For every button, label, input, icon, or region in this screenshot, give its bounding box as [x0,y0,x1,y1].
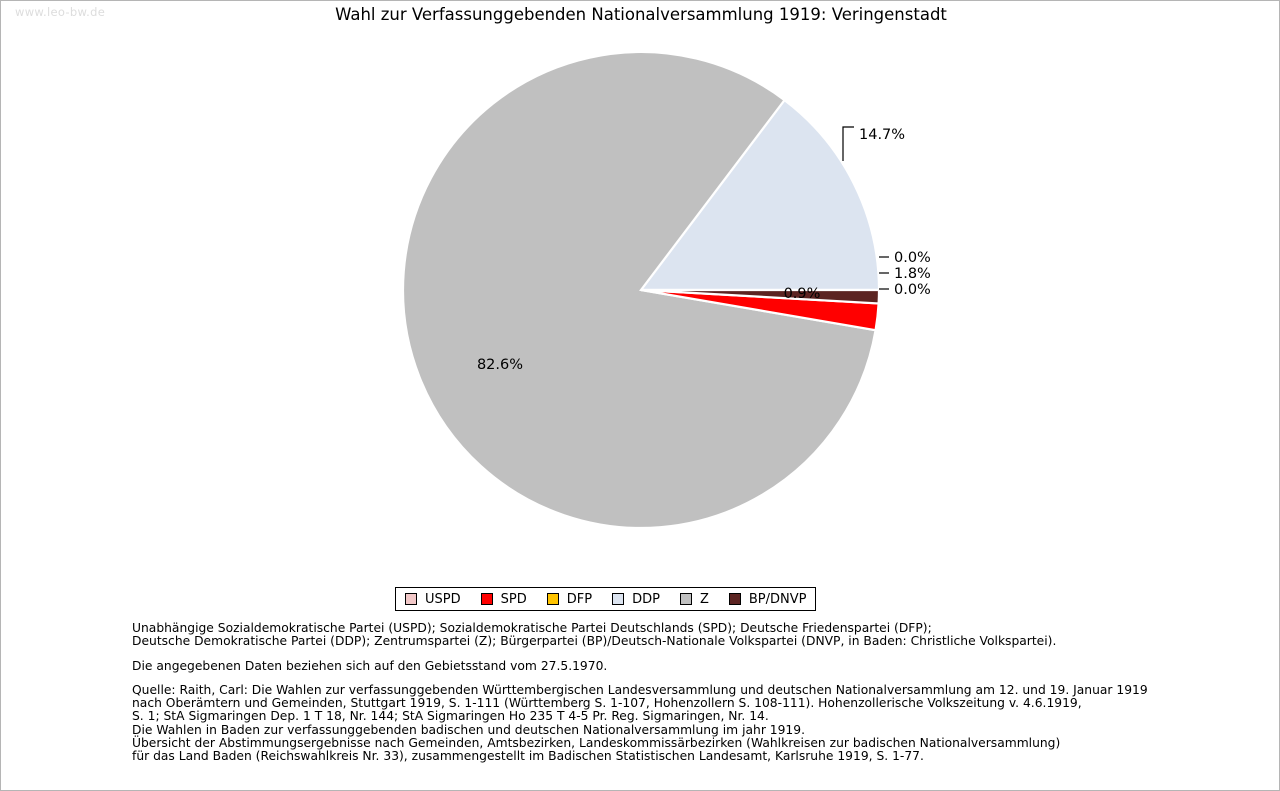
footnote-line: Die Wahlen in Baden zur verfassunggebend… [132,722,805,737]
footnote-line: Übersicht der Abstimmungsergebnisse nach… [132,736,1061,751]
legend-item-label: BP/DNVP [748,591,807,607]
legend-swatch-icon [679,593,692,605]
page-title: Wahl zur Verfassunggebenden Nationalvers… [335,5,947,24]
legend-swatch-icon [728,593,741,605]
slice-label-ddp: 14.7% [859,127,905,143]
footnote-line: Quelle: Raith, Carl: Die Wahlen zur verf… [132,682,1148,697]
footnote-line: S. 1; StA Sigmaringen Dep. 1 T 18, Nr. 1… [132,709,769,724]
legend-item-dfp[interactable]: DFP [546,591,593,607]
pie-leader-lines [842,126,889,290]
legend-swatch-icon [405,593,417,605]
footnotes: Unabhängige Sozialdemokratische Partei (… [132,621,1252,764]
footnote-parties: Unabhängige Sozialdemokratische Partei (… [132,621,1252,649]
legend-item-label: SPD [500,591,527,607]
slice-label-bp-dnvp: 0.9% [784,286,821,302]
footnote-line: Deutsche Demokratische Partei (DDP); Zen… [132,634,1057,649]
legend-item-uspd[interactable]: USPD [405,592,461,607]
slice-label-uspd: 0.0% [894,250,931,266]
slice-label-spd: 1.8% [894,266,931,282]
legend-item-label: DDP [632,591,660,607]
legend-swatch-icon [612,593,625,605]
legend-item-bp-dnvp[interactable]: BP/DNVP [728,591,807,607]
pie-slice-labels: 14.7% 0.0%1.8%0.0% 0.9% 82.6% [477,127,931,373]
legend-item-label: Z [699,591,709,607]
footnote-source: Quelle: Raith, Carl: Die Wahlen zur verf… [132,682,1252,764]
pie-slice-bp-dnvp[interactable] [640,288,881,305]
legend-item-label: USPD [425,591,461,607]
watermark: www.leo-bw.de [15,5,106,19]
slice-label-dfp: 0.0% [894,282,931,298]
footnote-line: nach Oberämtern und Gemeinden, Stuttgart… [132,696,1082,711]
footnote-territorial-note: Die angegebenen Daten beziehen sich auf … [132,658,1252,673]
legend-item-z[interactable]: Z [679,591,709,607]
legend-swatch-icon [480,593,493,605]
pie-chart: 14.7% 0.0% 1.8% 0.0% 0.9% 82.6% [1,1,1280,581]
pie-slice-ddp[interactable] [638,98,881,292]
legend-item-ddp[interactable]: DDP [612,592,660,607]
footnote-line: Unabhängige Sozialdemokratische Partei (… [132,621,932,635]
legend-item-label: DFP [566,591,593,607]
footnote-line: für das Land Baden (Reichswahlkreis Nr. … [132,749,924,764]
pie-slices [401,50,881,530]
legend: USPD SPD DFP DDP Z BP/DNVP [395,587,817,611]
slice-label-z: 82.6% [477,357,523,373]
pie-slice-z[interactable] [401,50,877,530]
leader-line-ddp [842,126,854,161]
legend-swatch-icon [546,593,559,605]
pie-svg: 14.7% 0.0%1.8%0.0% 0.9% 82.6% [401,50,931,530]
legend-item-spd[interactable]: SPD [480,591,527,607]
footnote-line: Die angegebenen Daten beziehen sich auf … [132,658,608,673]
